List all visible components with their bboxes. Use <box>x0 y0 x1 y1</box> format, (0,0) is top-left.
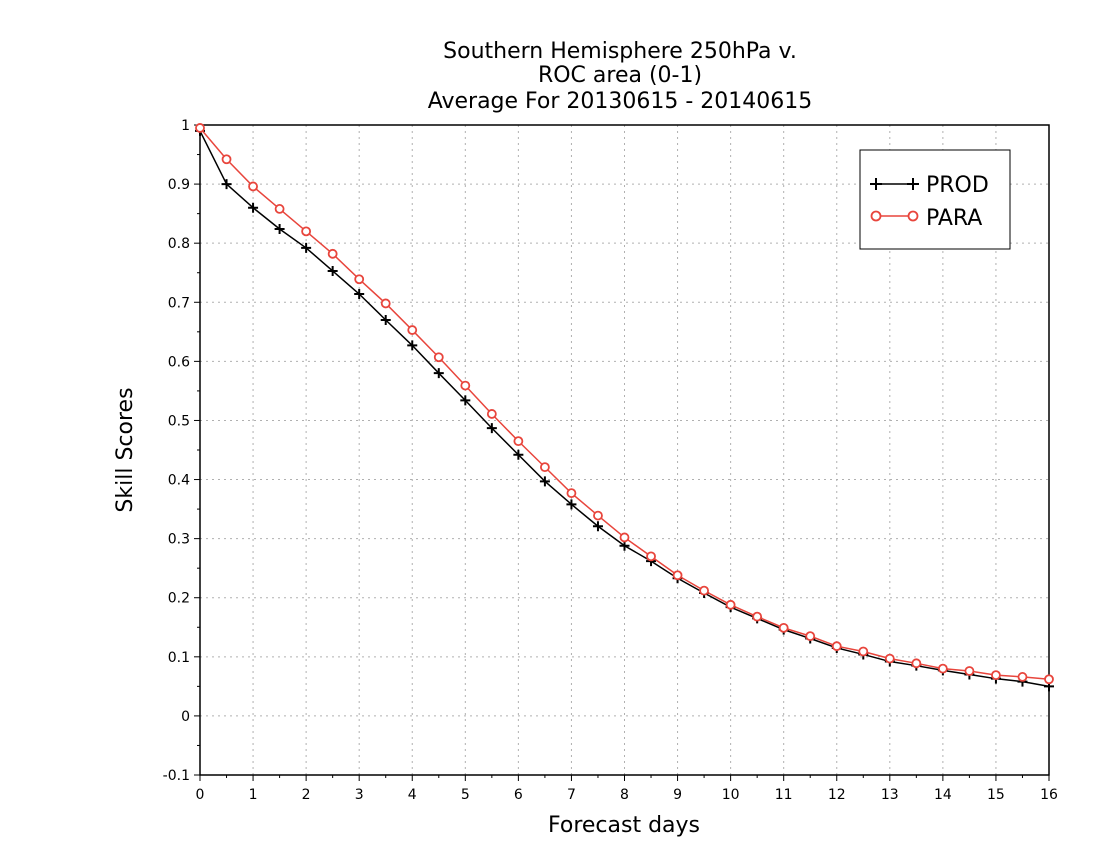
data-point-para <box>221 154 232 165</box>
data-point-para <box>831 641 842 652</box>
data-point-para <box>672 570 683 581</box>
legend-box <box>859 149 1011 250</box>
data-point-prod <box>327 265 338 276</box>
y-tick-label: 0.1 <box>168 650 190 666</box>
data-point-prod <box>460 395 471 406</box>
data-point-para <box>195 123 205 133</box>
data-point-para <box>699 585 709 596</box>
data-point-para <box>752 611 763 622</box>
x-tick-label: 13 <box>881 787 899 803</box>
data-point-para <box>1044 674 1054 685</box>
y-tick-label: -0.1 <box>163 768 190 784</box>
data-point-prod <box>407 340 418 351</box>
data-point-prod <box>274 224 285 234</box>
data-point-para <box>911 658 922 669</box>
data-point-para <box>619 532 630 543</box>
legend-label-prod: PROD <box>926 173 989 198</box>
data-point-para <box>593 510 603 521</box>
data-point-para <box>301 226 312 237</box>
data-point-prod <box>221 179 232 190</box>
x-tick-label: 4 <box>408 787 417 803</box>
y-tick-label: 0.8 <box>168 236 190 252</box>
y-tick-label: 0.7 <box>168 295 190 311</box>
chart-title-line-3: Average For 20130615 - 20140615 <box>428 89 813 114</box>
x-tick-label: 0 <box>196 787 205 803</box>
data-point-prod <box>513 449 524 460</box>
chart-title-line-2: ROC area (0-1) <box>538 63 702 88</box>
data-point-prod <box>486 423 497 434</box>
x-tick-label: 11 <box>775 787 793 803</box>
legend-item-para: PARA <box>870 206 982 231</box>
data-point-para <box>964 666 975 676</box>
x-tick-label: 14 <box>934 787 952 803</box>
y-tick-label: 0.5 <box>168 413 190 429</box>
y-tick-label: 0.2 <box>168 591 190 607</box>
chart-title-line-1: Southern Hemisphere 250hPa v. <box>443 39 797 64</box>
data-point-para <box>725 599 736 610</box>
data-point-para <box>991 670 1001 681</box>
data-point-prod <box>380 315 391 325</box>
data-point-para <box>380 298 391 309</box>
data-point-para <box>884 653 895 664</box>
x-tick-label: 2 <box>302 787 311 803</box>
x-tick-label: 1 <box>249 787 258 803</box>
x-tick-label: 6 <box>514 787 523 803</box>
data-point-prod <box>354 289 365 299</box>
legend-item-prod: PROD <box>870 173 989 198</box>
axes: 0 1 2 3 4 5 6 7 8 9 10 11 12 13 14 15 16-0.100.10.20.30.… <box>163 118 1058 803</box>
x-tick-label: 3 <box>355 787 364 803</box>
legend-marker-prod <box>870 178 919 190</box>
data-point-prod <box>248 202 259 213</box>
data-point-para <box>778 622 789 633</box>
legend-marker-para-b <box>907 210 919 222</box>
data-point-prod <box>592 521 603 532</box>
data-point-para <box>1017 672 1028 682</box>
x-tick-label: 15 <box>987 787 1005 803</box>
data-point-para <box>566 488 577 499</box>
data-point-para <box>513 436 524 447</box>
data-point-prod <box>566 499 577 510</box>
data-point-para <box>274 204 285 214</box>
data-point-para <box>646 551 656 562</box>
data-point-para <box>248 181 258 192</box>
data-point-para <box>805 631 816 642</box>
data-point-para <box>858 646 869 657</box>
y-tick-label: 1 <box>181 118 190 134</box>
y-tick-label: 0.6 <box>168 354 190 370</box>
y-tick-label: 0.9 <box>168 177 190 193</box>
series-layer <box>195 123 1054 692</box>
x-axis-label: Forecast days <box>548 813 700 838</box>
data-point-prod <box>539 476 550 487</box>
data-point-para <box>460 380 471 391</box>
legend-marker-para-a <box>870 210 882 222</box>
chart-title: Southern Hemisphere 250hPa v. ROC area (… <box>428 39 813 114</box>
x-tick-label: 12 <box>828 787 846 803</box>
x-tick-label: 9 <box>673 787 682 803</box>
x-tick-label: 10 <box>722 787 740 803</box>
data-point-para <box>327 248 338 259</box>
data-point-para <box>407 325 418 335</box>
data-point-para <box>433 352 444 363</box>
legend: PROD PARA <box>859 149 1011 250</box>
data-point-prod <box>619 540 630 551</box>
y-axis-label: Skill Scores <box>113 387 138 512</box>
y-tick-label: 0.4 <box>168 473 190 489</box>
data-point-para <box>486 409 497 419</box>
data-point-prod <box>433 368 444 379</box>
y-tick-label: 0 <box>181 709 190 725</box>
x-tick-label: 5 <box>461 787 470 803</box>
x-tick-label: 7 <box>567 787 576 803</box>
legend-label-para: PARA <box>926 206 982 231</box>
data-point-prod <box>301 242 312 253</box>
data-point-para <box>540 462 550 473</box>
x-tick-label: 8 <box>620 787 629 803</box>
x-tick-label: 16 <box>1040 787 1058 803</box>
data-point-para <box>937 663 948 674</box>
data-point-para <box>354 274 365 285</box>
y-tick-label: 0.3 <box>168 532 190 548</box>
